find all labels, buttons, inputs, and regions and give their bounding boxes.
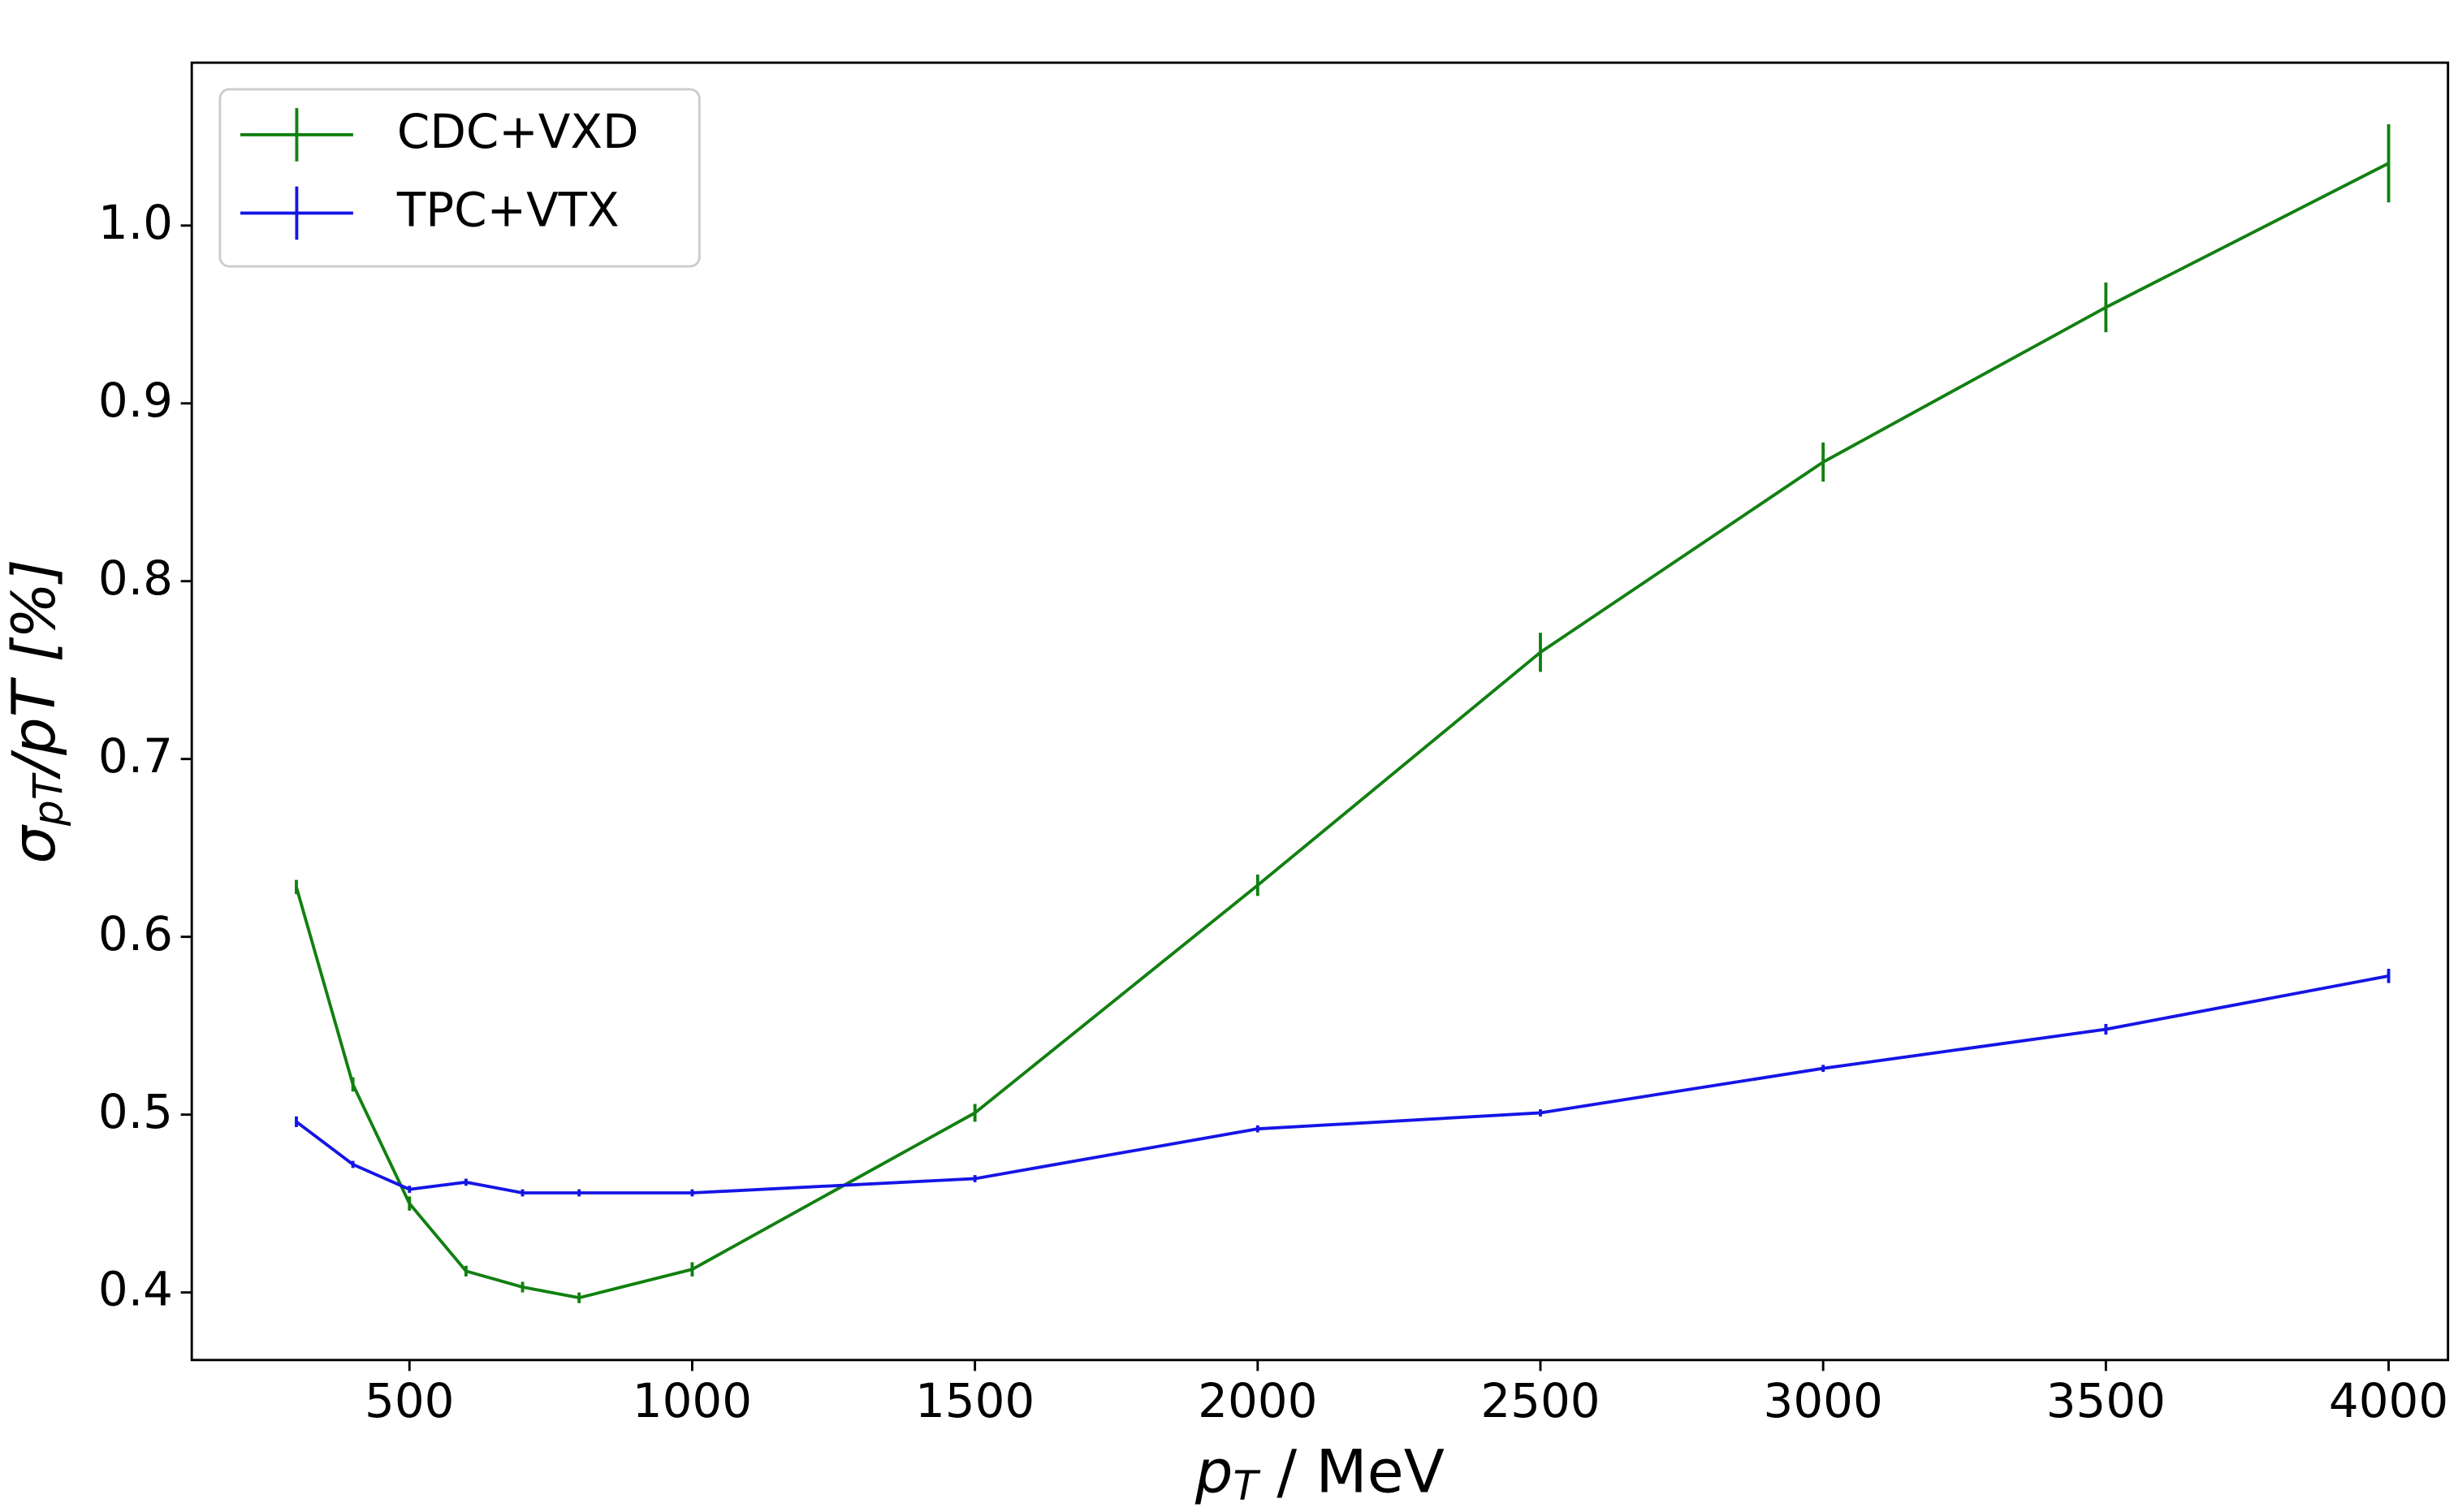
legend: CDC+VXD TPC+VTX xyxy=(218,88,701,268)
y-tick-label: 0.7 xyxy=(98,728,173,784)
y-tick-label: 0.6 xyxy=(98,906,173,961)
plot-frame xyxy=(190,61,2450,1362)
legend-label: TPC+VTX xyxy=(396,183,620,238)
y-tick-label: 1.0 xyxy=(98,195,173,250)
y-axis-label: σpT/pT [%] xyxy=(0,559,71,863)
series-line xyxy=(295,974,2389,1194)
x-label-main: p xyxy=(1194,1438,1233,1507)
x-tick-label: 1500 xyxy=(915,1373,1035,1428)
x-tick-label: 500 xyxy=(365,1373,454,1428)
x-tick-label: 2000 xyxy=(1198,1373,1317,1428)
x-tick-label: 4000 xyxy=(2329,1373,2448,1428)
y-label-rest: /pT [%] xyxy=(0,559,69,780)
x-label-rest: / MeV xyxy=(1258,1438,1445,1507)
x-tick-label: 1000 xyxy=(633,1373,752,1428)
x-tick-label: 3000 xyxy=(1764,1373,1883,1428)
x-axis-label: pT / MeV xyxy=(1194,1438,1445,1510)
y-tick-label: 0.4 xyxy=(98,1262,173,1317)
y-tick-label: 0.8 xyxy=(98,551,173,606)
y-tick-label: 0.5 xyxy=(98,1084,173,1139)
y-tick-label: 0.9 xyxy=(98,373,173,428)
x-tick-label: 2500 xyxy=(1480,1373,1600,1428)
y-label-main: σ xyxy=(0,824,69,864)
legend-label: CDC+VXD xyxy=(397,104,639,159)
y-label-sub: pT xyxy=(24,772,71,827)
x-label-sub: T xyxy=(1233,1462,1260,1510)
x-tick-label: 3500 xyxy=(2046,1373,2166,1428)
series-line xyxy=(295,162,2390,1300)
